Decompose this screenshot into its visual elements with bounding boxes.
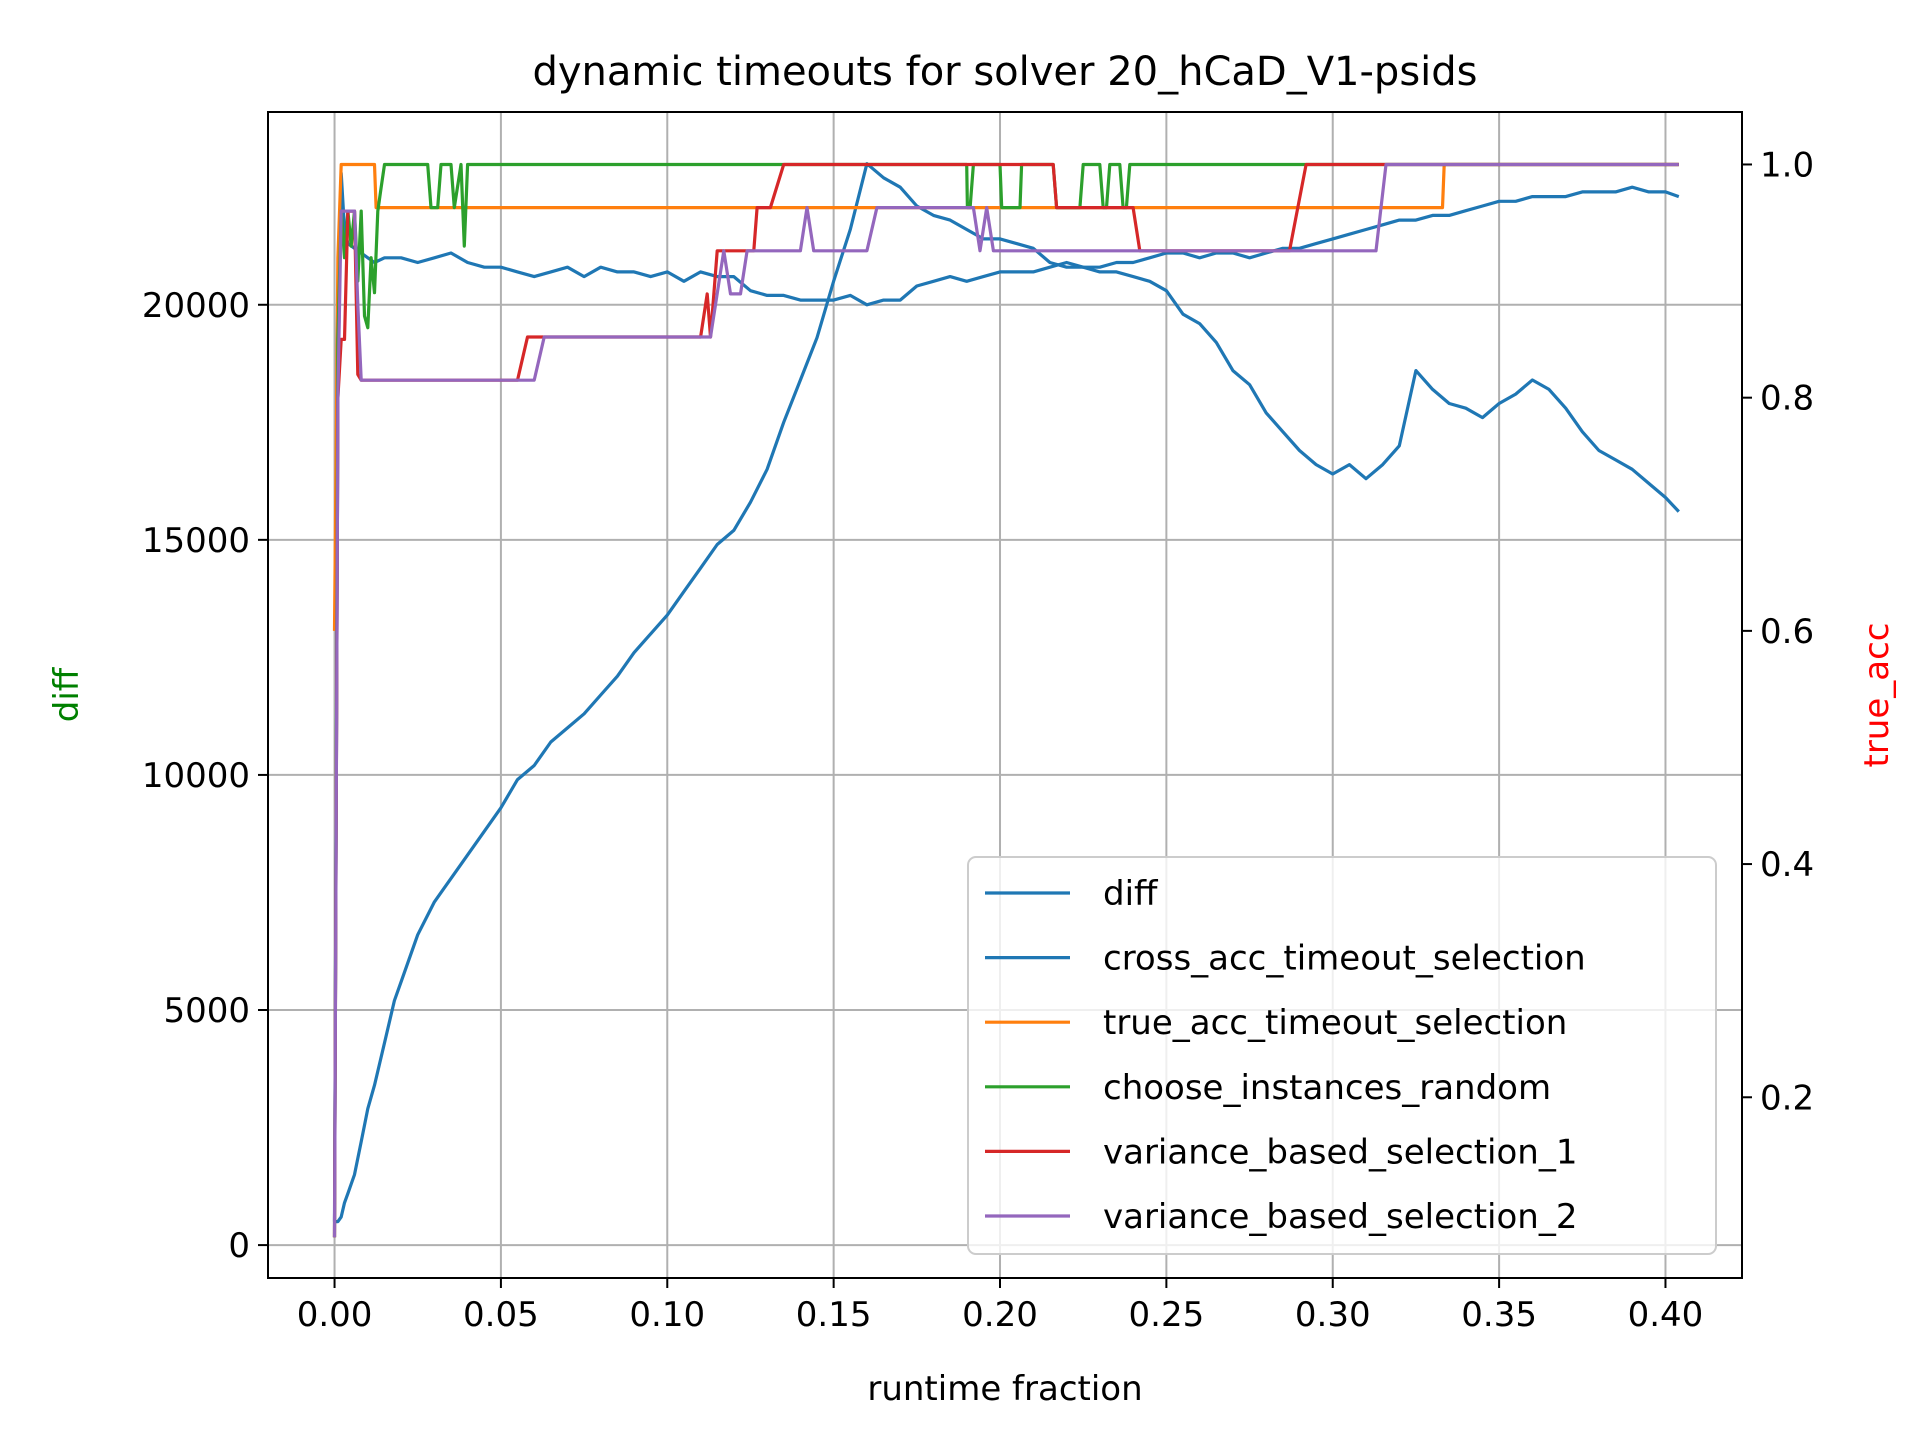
x-tick-label: 0.25 <box>1129 1295 1205 1335</box>
series-line-variance-based-selection-2 <box>332 162 1679 1238</box>
left-y-tick-label: 10000 <box>142 756 250 796</box>
series-line-diff <box>334 162 1680 1224</box>
x-tick-label: 0.30 <box>1295 1295 1371 1335</box>
x-tick-label: 0.15 <box>796 1295 872 1335</box>
right-y-axis-label: true_acc <box>1857 623 1897 768</box>
right-y-tick-label: 0.4 <box>1760 845 1814 885</box>
legend-entry-label: variance_based_selection_2 <box>1103 1197 1577 1237</box>
legend-entry-label: variance_based_selection_1 <box>1103 1132 1577 1172</box>
x-tick-label: 0.35 <box>1461 1295 1537 1335</box>
legend-entry-label: diff <box>1103 874 1159 914</box>
left-y-axis-ticks: 0 5000 10000 15000 20000 <box>142 286 268 1266</box>
series-line-cross-acc-timeout-selection <box>332 171 1680 1222</box>
right-y-tick-label: 0.2 <box>1760 1078 1814 1118</box>
series-line-true-acc-timeout-selection <box>332 162 1679 631</box>
left-y-tick-label: 15000 <box>142 521 250 561</box>
left-y-tick-label: 5000 <box>163 991 250 1031</box>
left-y-tick-label: 0 <box>228 1226 250 1266</box>
x-axis-label: runtime fraction <box>867 1369 1142 1409</box>
legend-entry-label: true_acc_timeout_selection <box>1103 1003 1567 1043</box>
right-y-tick-label: 1.0 <box>1760 145 1814 185</box>
left-y-axis-label: diff <box>47 666 87 722</box>
series-lines <box>332 162 1680 1238</box>
x-tick-label: 0.20 <box>962 1295 1038 1335</box>
right-y-tick-label: 0.8 <box>1760 379 1814 419</box>
legend-box <box>967 856 1717 1255</box>
x-tick-label: 0.40 <box>1628 1295 1704 1335</box>
series-line-choose-instances-random <box>332 162 1679 1238</box>
legend: diff cross_acc_timeout_selection true_acc_… <box>967 856 1717 1255</box>
chart-title: dynamic timeouts for solver 20_hCaD_V1-p… <box>532 49 1477 95</box>
x-tick-label: 0.10 <box>629 1295 705 1335</box>
plot-frame <box>267 111 1743 1279</box>
x-tick-label: 0.00 <box>297 1295 373 1335</box>
x-axis-ticks: 0.00 0.05 0.10 0.15 0.20 0.25 0.30 0.35 0.40 <box>297 1278 1704 1335</box>
right-y-axis-ticks: 0.2 0.4 0.6 0.8 1.0 <box>1742 145 1814 1118</box>
left-y-tick-label: 20000 <box>142 286 250 326</box>
legend-entry-label: cross_acc_timeout_selection <box>1103 939 1586 979</box>
legend-entry-label: choose_instances_random <box>1103 1068 1551 1108</box>
x-tick-label: 0.05 <box>463 1295 539 1335</box>
right-y-tick-label: 0.6 <box>1760 612 1814 652</box>
